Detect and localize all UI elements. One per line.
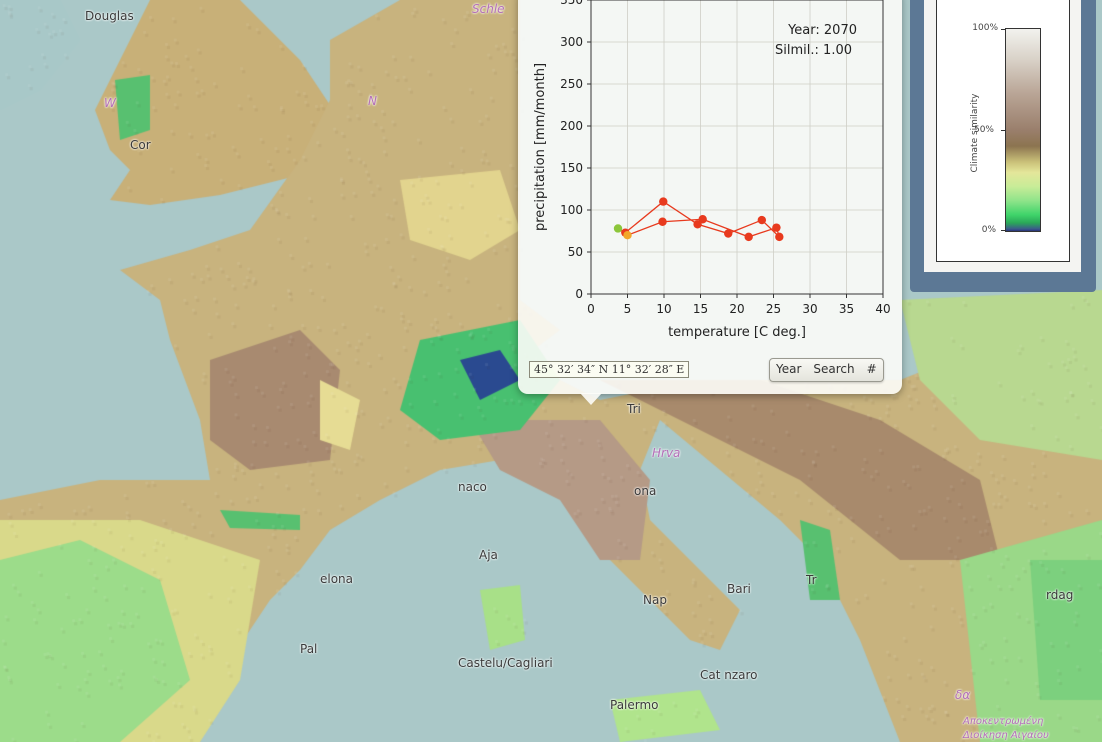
x-tick-label: 20	[729, 302, 744, 316]
y-tick-label: 250	[560, 77, 583, 91]
x-tick-label: 25	[766, 302, 781, 316]
data-point	[614, 224, 622, 232]
data-point	[623, 231, 631, 239]
x-tick-label: 10	[656, 302, 671, 316]
tick-mark-0	[1001, 230, 1005, 231]
y-tick-label: 300	[560, 35, 583, 49]
y-axis-label: precipitation [mm/month]	[533, 63, 548, 231]
year-label: Year: 2070	[787, 23, 857, 38]
hash-button[interactable]: #	[861, 359, 883, 381]
similarity-label: Silmil.: 1.00	[775, 43, 852, 58]
y-tick-label: 200	[560, 119, 583, 133]
legend-tick-0: 0%	[956, 225, 996, 235]
search-button[interactable]: Search	[807, 359, 860, 381]
x-tick-label: 40	[875, 302, 890, 316]
y-tick-label: 0	[575, 287, 583, 301]
data-point	[758, 216, 766, 224]
coordinates-readout: 45° 32′ 34″ N 11° 32′ 28″ E	[529, 361, 689, 378]
data-point	[659, 197, 667, 205]
y-tick-label: 50	[568, 245, 583, 259]
popup-toolbar: Year Search #	[769, 358, 884, 382]
tick-mark-50	[1001, 130, 1005, 131]
x-tick-label: 30	[802, 302, 817, 316]
data-point	[658, 218, 666, 226]
data-point	[744, 233, 752, 241]
x-axis-label: temperature [C deg.]	[668, 325, 806, 340]
climate-similarity-colorbar	[1005, 28, 1041, 232]
year-button[interactable]: Year	[770, 359, 807, 381]
x-tick-label: 0	[587, 302, 595, 316]
data-point	[775, 233, 783, 241]
x-tick-label: 5	[624, 302, 632, 316]
y-tick-label: 150	[560, 161, 583, 175]
legend-tick-100: 100%	[958, 23, 998, 33]
chart-points	[614, 197, 784, 241]
legend-title: Climate similarity	[970, 93, 980, 173]
y-tick-label: 100	[560, 203, 583, 217]
y-tick-label: 350	[560, 0, 583, 7]
tick-mark-100	[1001, 29, 1005, 30]
data-point	[772, 223, 780, 231]
x-tick-label: 15	[693, 302, 708, 316]
x-tick-label: 35	[839, 302, 854, 316]
data-point	[698, 215, 706, 223]
data-point	[724, 229, 732, 237]
